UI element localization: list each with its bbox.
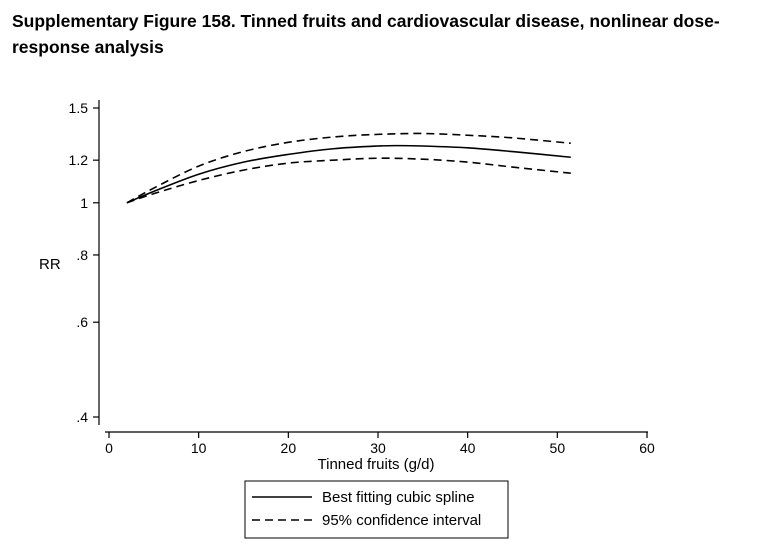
x-tick-label: 40 [460,440,476,456]
legend: Best fitting cubic spline 95% confidence… [244,480,509,539]
x-tick-label: 60 [639,440,655,456]
y-tick-label: .4 [76,409,88,425]
y-ticks: .4 .6 .8 1 1.2 1.5 [69,100,99,425]
legend-label-ci: 95% confidence interval [322,512,481,529]
plot-frame [98,100,648,433]
x-axis-title: Tinned fruits (g/d) [318,456,435,473]
y-tick-label: 1.5 [69,100,89,116]
y-tick-label: .8 [76,247,88,263]
x-ticks: 0 10 20 30 40 50 60 [105,432,655,456]
series-layer [126,132,571,204]
ci-upper-line [126,132,571,204]
x-tick-label: 0 [105,440,113,456]
y-tick-label: 1.2 [69,152,89,168]
ci-lower-line [126,157,571,204]
legend-label-spline: Best fitting cubic spline [322,489,475,506]
x-tick-label: 10 [191,440,207,456]
y-tick-label: 1 [80,195,88,211]
x-tick-label: 30 [370,440,386,456]
x-tick-label: 50 [550,440,566,456]
y-tick-label: .6 [76,314,88,330]
x-tick-label: 20 [281,440,297,456]
legend-box [244,480,509,539]
figure-title: Supplementary Figure 158. Tinned fruits … [12,11,720,57]
spline-line [126,144,571,204]
y-axis-title: RR [39,256,61,273]
